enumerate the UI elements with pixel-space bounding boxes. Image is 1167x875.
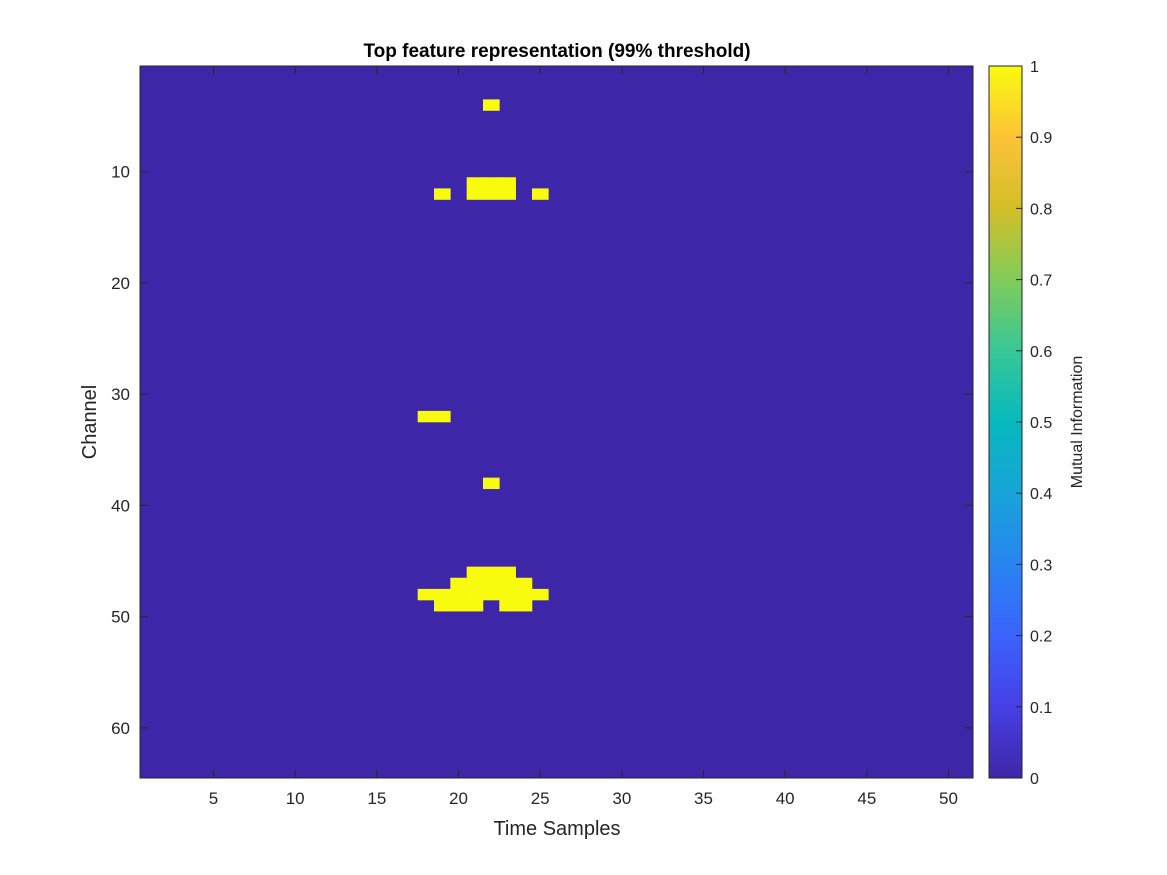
colorbar-tick-label: 0.9 [1030,130,1052,147]
heatmap-cell [499,588,516,601]
colorbar-tick-label: 0.6 [1030,344,1052,361]
heatmap-cell [499,188,516,200]
heatmap-cell [499,566,516,579]
x-tick-label: 15 [367,789,386,808]
heatmap-cell [417,410,435,423]
heatmap-cell [434,600,451,612]
heatmap-cell [499,577,516,590]
heatmap-cell [532,588,549,601]
heatmap-cell [532,188,549,200]
x-tick-label: 40 [776,789,795,808]
y-tick-label: 60 [111,719,130,738]
colorbar-tick-label: 0.3 [1030,557,1052,574]
heatmap-cell [466,177,484,189]
heatmap-cell [483,566,500,579]
colorbar-ticks: 0 0.1 0.2 0.3 0.4 0.5 0.6 0.7 0.8 0.9 1 [1016,59,1052,788]
plot-area: 5 10 15 20 25 30 35 40 45 50 10 20 30 40 50 60 [111,65,974,808]
heatmap-cell [483,588,500,601]
x-tick-label: 10 [286,789,305,808]
colorbar-tick-label: 0 [1030,771,1039,788]
heatmap-cell [466,188,484,200]
heatmap-cell [515,577,533,590]
heatmap-cell [499,600,516,612]
plot-frame [139,65,974,779]
chart-title: Top feature representation (99% threshol… [363,41,750,62]
colorbar-tick-label: 0.1 [1030,700,1052,717]
x-tick-label: 20 [449,789,468,808]
x-axis-ticks: 5 10 15 20 25 30 35 40 45 50 [209,66,958,808]
heatmap-cell [434,410,451,423]
heatmap-cell [483,177,500,189]
heatmap-cell [466,577,484,590]
heatmap-cell [466,566,484,579]
x-axis-label: Time Samples [493,818,620,840]
y-tick-label: 30 [111,385,130,404]
x-tick-label: 50 [939,789,958,808]
heatmap-cell [483,477,500,490]
heatmap-cells [417,99,549,612]
heatmap-cell [515,588,533,601]
heatmap-cell [466,588,484,601]
y-tick-label: 20 [111,274,130,293]
x-tick-label: 5 [209,789,218,808]
heatmap-cell [450,577,467,590]
y-tick-label: 50 [111,608,130,627]
colorbar-tick-label: 1 [1030,59,1039,76]
heatmap-cell [450,588,467,601]
y-tick-label: 10 [111,163,130,182]
heatmap-background [140,66,973,778]
heatmap-cell [515,600,533,612]
x-tick-label: 45 [857,789,876,808]
heatmap-cell [434,188,451,200]
heatmap-cell [483,188,500,200]
heatmap-cell [483,99,500,111]
colorbar-tick-label: 0.4 [1030,486,1052,503]
heatmap-cell [434,588,451,601]
x-tick-label: 30 [612,789,631,808]
x-tick-label: 35 [694,789,713,808]
y-axis-ticks: 10 20 30 40 50 60 [111,163,973,738]
colorbar-tick-label: 0.2 [1030,629,1052,646]
colorbar: 0 0.1 0.2 0.3 0.4 0.5 0.6 0.7 0.8 0.9 1 Mutual Inf… [988,59,1086,788]
colorbar-tick-label: 0.7 [1030,273,1052,290]
heatmap-cell [499,177,516,189]
heatmap-cell [417,588,435,601]
heatmap-cell [483,577,500,590]
x-tick-label: 25 [531,789,550,808]
heatmap-cell [450,600,467,612]
colorbar-tick-label: 0.8 [1030,201,1052,218]
y-tick-label: 40 [111,496,130,515]
heatmap-cell [466,600,484,612]
colorbar-tick-label: 0.5 [1030,415,1052,432]
colorbar-label: Mutual Information [1069,356,1086,489]
y-axis-label: Channel [79,385,101,460]
